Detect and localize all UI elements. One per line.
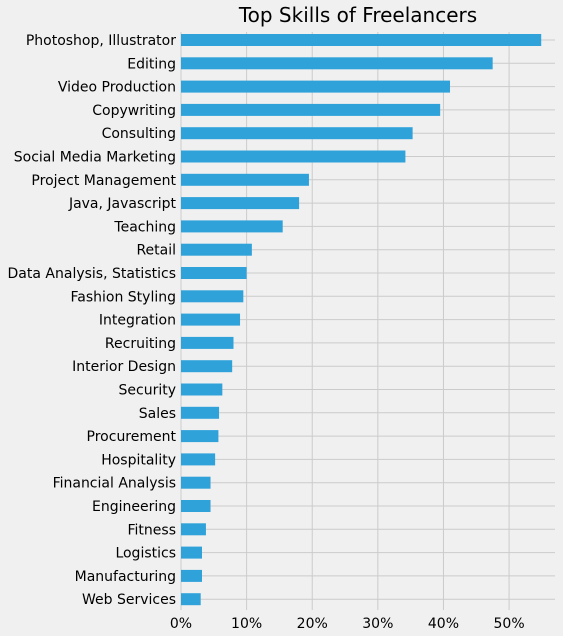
bar	[181, 103, 441, 116]
bar	[181, 430, 219, 443]
x-tick-label: 20%	[297, 616, 328, 632]
category-label: Interior Design	[72, 359, 176, 375]
category-label: Photoshop, Illustrator	[26, 33, 176, 49]
category-label: Consulting	[102, 126, 176, 142]
bar	[181, 500, 211, 512]
bar	[181, 476, 211, 489]
category-label: Engineering	[92, 499, 176, 515]
bar	[181, 360, 233, 373]
bar	[181, 406, 220, 419]
category-label: Recruiting	[105, 336, 176, 352]
bar	[181, 57, 493, 70]
category-label: Financial Analysis	[53, 476, 176, 492]
bar	[181, 220, 283, 233]
x-tick-label: 0%	[170, 616, 192, 632]
x-tick-label: 30%	[362, 616, 393, 632]
category-label: Java, Javascript	[68, 196, 177, 212]
category-label: Sales	[139, 406, 176, 422]
category-label: Data Analysis, Statistics	[8, 266, 176, 282]
category-label: Video Production	[58, 80, 176, 96]
bar	[181, 267, 247, 279]
bar	[181, 336, 234, 349]
bars	[181, 34, 542, 606]
bar	[181, 243, 252, 256]
x-tick-label: 40%	[428, 616, 459, 632]
category-label: Retail	[136, 243, 176, 259]
bar	[181, 80, 451, 93]
category-label: Integration	[99, 313, 176, 329]
category-label: Project Management	[31, 173, 176, 189]
category-label: Fashion Styling	[71, 289, 177, 305]
category-label: Teaching	[113, 219, 176, 235]
bar	[181, 197, 300, 210]
bar	[181, 150, 406, 163]
bar	[181, 546, 202, 559]
bar	[181, 127, 413, 140]
bar	[181, 173, 309, 186]
category-label: Editing	[127, 56, 176, 72]
category-label: Security	[119, 383, 177, 399]
bar	[181, 453, 216, 466]
category-label: Hospitality	[101, 452, 176, 468]
bar	[181, 290, 244, 303]
category-label: Fitness	[128, 522, 177, 538]
x-tick-label: 10%	[231, 616, 262, 632]
bar	[181, 34, 542, 46]
bar	[181, 593, 201, 606]
category-label: Manufacturing	[75, 569, 176, 585]
category-label: Procurement	[87, 429, 177, 445]
bar	[181, 313, 241, 326]
category-label: Copywriting	[92, 103, 176, 119]
x-tick-label: 50%	[494, 616, 525, 632]
x-tick-labels: 0% 10% 20% 30% 40% 50%	[170, 616, 525, 632]
category-labels: Photoshop, Illustrator Editing Video Produ…	[8, 33, 177, 608]
bar	[181, 383, 223, 396]
chart-title: Top Skills of Freelancers	[238, 3, 477, 27]
category-label: Social Media Marketing	[14, 150, 176, 166]
category-label: Logistics	[115, 546, 176, 562]
category-label: Web Services	[82, 592, 176, 608]
bar	[181, 569, 202, 582]
bar	[181, 523, 206, 536]
